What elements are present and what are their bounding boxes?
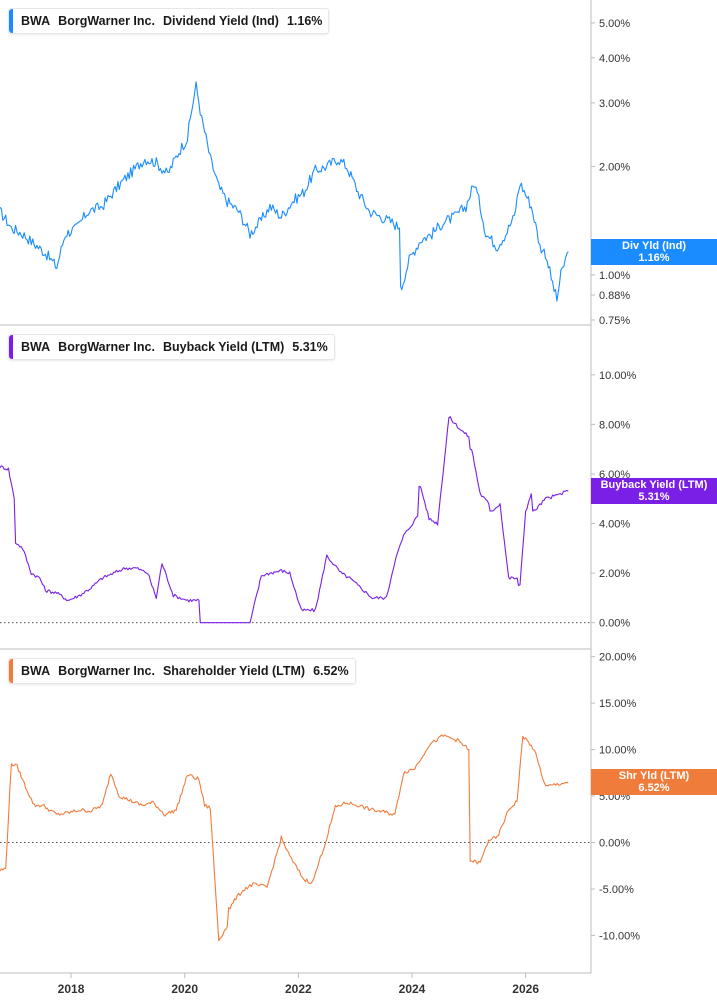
y-tick-label: 0.00%: [599, 838, 630, 850]
legend-dividend-yield: BWA BorgWarner Inc. Dividend Yield (Ind)…: [8, 8, 330, 34]
series-line: [0, 734, 569, 942]
y-tick-label: 4.00%: [599, 519, 630, 531]
y-tick-label: 10.00%: [599, 370, 637, 382]
x-tick-label: 2024: [399, 982, 426, 996]
value-flag-dividend: Div Yld (Ind) 1.16%: [591, 239, 717, 265]
flag-value: 6.52%: [638, 782, 670, 794]
legend-swatch-dividend: [9, 9, 13, 33]
legend-metric: Dividend Yield (Ind): [162, 14, 279, 28]
y-tick-label: 8.00%: [599, 419, 630, 431]
value-flag-buyback: Buyback Yield (LTM) 5.31%: [591, 478, 717, 504]
x-tick-label: 2020: [171, 982, 198, 996]
y-tick-label: 0.00%: [599, 618, 630, 630]
y-tick-label: 1.00%: [599, 270, 630, 282]
legend-metric: Shareholder Yield (LTM): [162, 664, 306, 678]
legend-buyback-yield: BWA BorgWarner Inc. Buyback Yield (LTM) …: [8, 334, 335, 360]
y-tick-label: 3.00%: [599, 98, 630, 110]
y-tick-label: 0.88%: [599, 290, 630, 302]
value-flag-shareholder: Shr Yld (LTM) 6.52%: [591, 769, 717, 795]
legend-swatch-shareholder: [9, 659, 13, 683]
flag-label: Buyback Yield (LTM): [600, 479, 708, 491]
legend-company: BorgWarner Inc.: [58, 340, 155, 354]
series-line: [0, 416, 569, 624]
y-tick-label: 10.00%: [599, 745, 637, 757]
y-tick-label: 4.00%: [599, 53, 630, 65]
legend-ticker: BWA: [21, 340, 51, 354]
legend-value: 1.16%: [286, 14, 323, 28]
legend-company: BorgWarner Inc.: [58, 14, 155, 28]
y-tick-label: 6.00%: [599, 469, 630, 481]
panel-2: 20.00%15.00%10.00%5.00%0.00%-5.00%-10.00…: [0, 652, 640, 942]
legend-swatch-buyback: [9, 335, 13, 359]
legend-metric: Buyback Yield (LTM): [162, 340, 285, 354]
series-line: [0, 81, 569, 302]
legend-ticker: BWA: [21, 14, 51, 28]
legend-value: 6.52%: [313, 664, 349, 678]
x-tick-label: 2026: [512, 982, 539, 996]
x-tick-label: 2018: [58, 982, 85, 996]
y-tick-label: 2.00%: [599, 568, 630, 580]
legend-ticker: BWA: [21, 664, 51, 678]
panel-0: 5.00% 4.00% 3.00% 2.00% 1.00% 0.88% 0.75%: [0, 18, 630, 327]
y-tick-label: 2.00%: [599, 161, 630, 173]
y-tick-label: 15.00%: [599, 698, 637, 710]
x-tick-label: 2022: [285, 982, 312, 996]
y-tick-label: -5.00%: [599, 884, 634, 896]
y-tick-label: 5.00%: [599, 18, 630, 30]
flag-label: Div Yld (Ind): [622, 240, 686, 252]
flag-value: 5.31%: [638, 491, 670, 503]
legend-value: 5.31%: [292, 340, 328, 354]
legend-shareholder-yield: BWA BorgWarner Inc. Shareholder Yield (L…: [8, 658, 356, 684]
legend-company: BorgWarner Inc.: [58, 664, 155, 678]
y-tick-label: 20.00%: [599, 652, 637, 664]
y-tick-label: -10.00%: [599, 930, 640, 942]
panel-1: 10.00% 8.00% 6.00% 4.00% 2.00% 0.00%: [0, 370, 637, 630]
flag-value: 1.16%: [638, 252, 670, 264]
flag-label: Shr Yld (LTM): [618, 770, 690, 782]
y-tick-label: 0.75%: [599, 315, 630, 327]
